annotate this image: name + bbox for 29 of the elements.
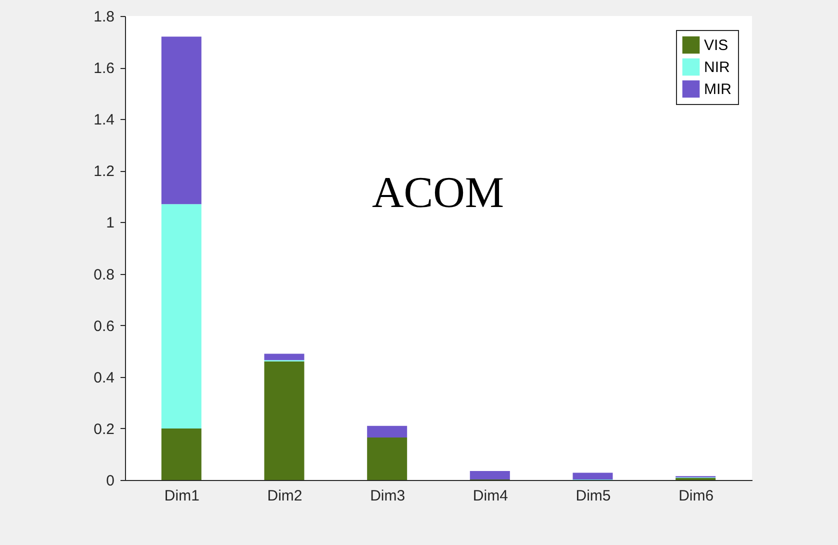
y-tick-label: 1.8	[94, 8, 114, 26]
legend-label: NIR	[704, 59, 730, 76]
y-tick-label: 0.4	[94, 369, 114, 386]
x-tick-label: Dim5	[576, 488, 611, 504]
y-tick-label: 1.6	[94, 60, 114, 78]
bar	[367, 426, 408, 438]
y-tick-label: 1	[106, 214, 114, 232]
y-tick-label: 1.2	[94, 163, 114, 180]
x-tick-label: Dim2	[267, 488, 302, 504]
x-tick-label: Dim3	[370, 488, 406, 504]
legend-label: VIS	[704, 37, 728, 54]
bar	[161, 428, 202, 480]
annotation: ACOM	[372, 168, 504, 217]
bar	[470, 470, 510, 480]
bar	[572, 472, 613, 480]
y-tick-label: 0	[106, 472, 114, 490]
y-tick-label: 1.4	[94, 112, 114, 129]
bar	[264, 361, 304, 480]
bar	[161, 204, 202, 428]
x-tick-label: Dim6	[678, 488, 714, 504]
x-tick-label: Dim4	[472, 488, 508, 504]
y-tick-label: 0.6	[94, 318, 114, 335]
y-tick-label: 0.8	[94, 266, 114, 284]
legend-label: MIR	[704, 81, 732, 98]
y-tick-label: 0.2	[94, 420, 114, 438]
x-tick-label: Dim1	[164, 488, 200, 504]
bar	[264, 354, 304, 360]
bar	[367, 437, 408, 480]
bar	[161, 36, 202, 204]
